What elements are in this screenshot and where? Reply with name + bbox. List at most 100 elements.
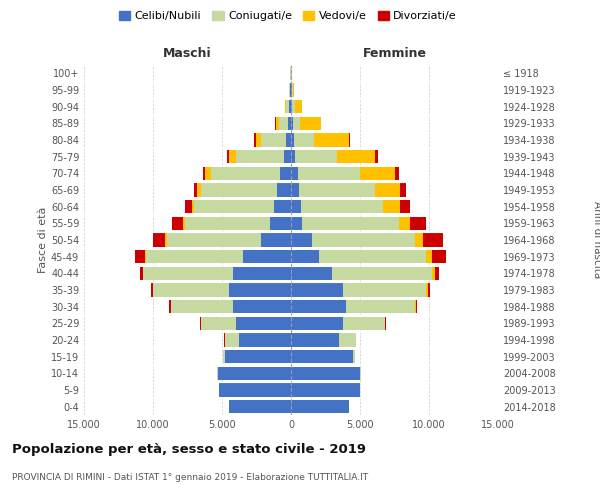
Bar [145, 250, 146, 264]
Bar [291, 300, 346, 314]
Bar [302, 216, 398, 230]
Legend: Celibi/Nubili, Coniugati/e, Vedovi/e, Divorziati/e: Celibi/Nubili, Coniugati/e, Vedovi/e, Di… [119, 10, 457, 21]
Bar [203, 166, 205, 180]
Bar [233, 300, 291, 314]
Bar [136, 250, 145, 264]
Bar [291, 334, 340, 346]
Bar [291, 116, 293, 130]
Bar [291, 400, 349, 413]
Bar [194, 184, 197, 196]
Bar [343, 316, 385, 330]
Bar [169, 300, 170, 314]
Bar [292, 84, 293, 96]
Bar [375, 150, 378, 164]
Bar [239, 334, 291, 346]
Bar [151, 284, 152, 296]
Bar [346, 300, 415, 314]
Bar [291, 100, 292, 114]
Bar [314, 134, 349, 146]
Bar [291, 166, 298, 180]
Bar [295, 100, 302, 114]
Bar [291, 184, 299, 196]
Bar [291, 216, 302, 230]
Bar [223, 350, 225, 364]
Bar [337, 150, 375, 164]
Text: Popolazione per età, sesso e stato civile - 2019: Popolazione per età, sesso e stato civil… [12, 442, 366, 456]
Text: Anni di nascita: Anni di nascita [592, 202, 600, 278]
Bar [166, 234, 167, 246]
Bar [277, 184, 291, 196]
Bar [432, 266, 434, 280]
Bar [185, 200, 191, 213]
Bar [291, 200, 301, 213]
Bar [140, 266, 143, 280]
Bar [225, 334, 239, 346]
Bar [291, 250, 319, 264]
Bar [276, 116, 279, 130]
Bar [416, 300, 417, 314]
Bar [236, 150, 284, 164]
Bar [319, 250, 426, 264]
Bar [291, 316, 343, 330]
Bar [410, 216, 426, 230]
Bar [383, 200, 400, 213]
Text: PROVINCIA DI RIMINI - Dati ISTAT 1° gennaio 2019 - Elaborazione TUTTITALIA.IT: PROVINCIA DI RIMINI - Dati ISTAT 1° genn… [12, 472, 368, 482]
Bar [291, 134, 294, 146]
Bar [353, 350, 355, 364]
Bar [197, 184, 202, 196]
Bar [146, 250, 242, 264]
Bar [285, 100, 286, 114]
Bar [242, 250, 291, 264]
Bar [426, 284, 428, 296]
Bar [217, 366, 218, 380]
Bar [395, 166, 400, 180]
Bar [191, 200, 194, 213]
Bar [432, 250, 446, 264]
Bar [202, 316, 236, 330]
Bar [280, 166, 291, 180]
Bar [291, 150, 295, 164]
Bar [360, 366, 361, 380]
Bar [293, 84, 294, 96]
Bar [286, 100, 289, 114]
Bar [434, 266, 439, 280]
Bar [233, 266, 291, 280]
Bar [227, 150, 229, 164]
Bar [292, 100, 295, 114]
Bar [167, 234, 260, 246]
Bar [298, 166, 360, 180]
Bar [400, 184, 406, 196]
Text: Femmine: Femmine [362, 47, 427, 60]
Bar [375, 184, 400, 196]
Bar [229, 150, 236, 164]
Y-axis label: Fasce di età: Fasce di età [38, 207, 48, 273]
Bar [274, 200, 291, 213]
Bar [153, 234, 166, 246]
Bar [229, 400, 291, 413]
Bar [236, 316, 291, 330]
Bar [312, 234, 415, 246]
Bar [219, 384, 291, 396]
Bar [284, 150, 291, 164]
Bar [185, 216, 271, 230]
Bar [291, 384, 360, 396]
Bar [205, 166, 211, 180]
Bar [291, 84, 292, 96]
Bar [260, 234, 291, 246]
Bar [300, 116, 320, 130]
Bar [291, 266, 332, 280]
Bar [415, 234, 424, 246]
Bar [332, 266, 432, 280]
Text: Maschi: Maschi [163, 47, 212, 60]
Bar [426, 250, 432, 264]
Bar [428, 284, 430, 296]
Bar [290, 84, 291, 96]
Bar [271, 216, 291, 230]
Bar [385, 316, 386, 330]
Bar [415, 300, 416, 314]
Bar [225, 350, 291, 364]
Bar [286, 134, 291, 146]
Bar [153, 284, 229, 296]
Bar [200, 316, 201, 330]
Bar [172, 216, 182, 230]
